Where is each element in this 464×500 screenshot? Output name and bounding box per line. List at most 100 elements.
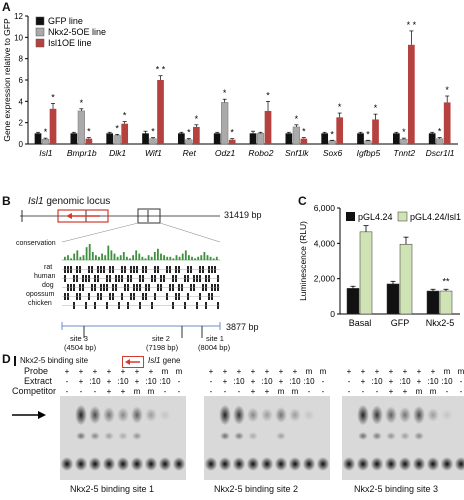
a-bar-Wif1-2 — [157, 80, 164, 144]
gel-2-probe-symbol: + — [279, 367, 284, 376]
gel-3-extract-symbol: - — [348, 377, 351, 386]
shifted-band — [117, 407, 129, 423]
secondary-band — [118, 432, 128, 440]
shifted-band — [303, 409, 315, 421]
a-category-label: Dlk1 — [109, 148, 126, 158]
gel-3-probe-symbol: + — [389, 367, 394, 376]
free-probe-band — [218, 457, 232, 471]
gel-2-probe-symbol: + — [293, 367, 298, 376]
conservation-bar — [138, 253, 141, 260]
free-probe-band — [412, 457, 426, 471]
gel-1-probe-symbol: + — [135, 367, 140, 376]
secondary-band — [132, 432, 142, 440]
gel-1-probe-symbol: + — [93, 367, 98, 376]
conservation-bar — [200, 255, 203, 260]
site-1-pos: (8004 bp) — [198, 343, 231, 352]
conservation-bar — [104, 255, 107, 260]
shifted-band — [219, 404, 231, 426]
secondary-band — [414, 432, 424, 440]
a-star: * — [115, 123, 119, 133]
free-probe-band — [316, 457, 330, 471]
gel-3-probe-symbol: + — [347, 367, 352, 376]
free-probe-band — [356, 457, 370, 471]
a-bar-Dlk1-0 — [106, 133, 114, 144]
a-star: * — [338, 102, 342, 112]
zoom-length: 3877 bp — [226, 322, 259, 332]
secondary-band — [220, 432, 230, 440]
free-probe-band — [130, 457, 144, 471]
locus-length: 31419 bp — [224, 210, 262, 220]
a-ytick-label: 4 — [19, 97, 24, 106]
a-category-label: Tnnt2 — [393, 148, 415, 158]
a-star: * — [374, 103, 378, 113]
conservation-bar — [85, 247, 88, 260]
gels-svg: + + + + + + + m m- +:10 +:10 +:10:10 -- - - + + m m - -+ + + + +… — [12, 367, 464, 480]
a-star: * — [402, 127, 406, 137]
conservation-bar — [157, 248, 159, 260]
a-star: * — [230, 128, 234, 138]
c-legend-swatch — [397, 211, 408, 222]
gel-3-probe-symbol: m — [458, 367, 464, 376]
c-ytick-label: 6,000 — [314, 203, 336, 213]
a-bar-Igfbp5-2 — [372, 119, 379, 144]
gel-1-competitor-symbol: - — [164, 387, 167, 396]
shifted-band — [247, 407, 259, 423]
a-legend-swatch — [35, 38, 45, 48]
a-category-label: Snf1lk — [285, 148, 309, 158]
site-2-label: site 2 — [152, 334, 170, 343]
conservation-bar — [119, 255, 122, 260]
gel-2-caption: Nkx2-5 binding site 2 — [214, 484, 299, 494]
gel-3-extract-symbol: + — [361, 377, 366, 386]
a-bar-Odz1-2 — [228, 139, 236, 144]
a-star: * — [223, 88, 227, 98]
row-label-probe: Probe — [24, 366, 49, 376]
gel-1-competitor-symbol: - — [178, 387, 181, 396]
gel-2-probe-symbol: + — [265, 367, 270, 376]
free-probe-band — [116, 457, 130, 471]
gel-3-extract-symbol: :10 — [399, 377, 411, 386]
shifted-band — [413, 405, 425, 425]
a-category-label: Ret — [183, 148, 197, 158]
track-opossum: opossum — [26, 291, 55, 298]
free-probe-band — [88, 457, 102, 471]
gel-1-competitor-symbol: - — [66, 387, 69, 396]
a-category-label: Wif1 — [145, 148, 162, 158]
free-probe-band — [260, 457, 274, 471]
site-3-pos: (4504 bp) — [64, 343, 97, 352]
gel-2-competitor-symbol: - — [210, 387, 213, 396]
free-probe-band — [342, 457, 356, 471]
conservation-bar — [82, 255, 85, 260]
shifted-band — [371, 405, 383, 425]
a-category-label: Bmpr1b — [67, 148, 97, 158]
conservation-bar — [107, 245, 110, 260]
a-star: * — [195, 114, 199, 124]
gel-1-extract-symbol: :10 — [89, 377, 101, 386]
shifted-band — [399, 407, 411, 423]
conservation-bar — [116, 256, 119, 260]
secondary-band — [234, 432, 244, 440]
free-probe-band — [60, 457, 74, 471]
conservation-bar — [110, 250, 113, 260]
gel-3-probe-symbol: + — [431, 367, 436, 376]
gene-arrow-icon — [122, 356, 144, 368]
gel-3-probe-symbol: + — [375, 367, 380, 376]
conservation-bar — [178, 256, 181, 260]
a-bar-Snf1lk-0 — [285, 133, 293, 144]
gel-3-caption: Nkx2-5 binding site 3 — [354, 484, 439, 494]
shifted-band — [145, 408, 157, 422]
gel-2-extract-symbol: + — [251, 377, 256, 386]
gel-2-competitor-symbol: - — [238, 387, 241, 396]
a-legend-swatch — [35, 27, 45, 37]
gel-2-extract-symbol: :10 — [261, 377, 273, 386]
gel-3-extract-symbol: + — [389, 377, 394, 386]
c-ytick-label: 0 — [330, 309, 335, 319]
panel-d: Probe Extract Competitor + + + + + + + m m - +:10 +… — [0, 360, 464, 500]
shifted-band — [159, 409, 171, 421]
c-bar-Nkx2-5-0 — [426, 290, 440, 315]
conservation-bar — [76, 250, 79, 260]
conservation-bar — [79, 256, 82, 260]
a-category-label: Igfbp5 — [357, 148, 381, 158]
conservation-bar — [166, 256, 169, 260]
legend-gene: Isl1 gene — [148, 356, 181, 365]
free-probe-band — [232, 457, 246, 471]
